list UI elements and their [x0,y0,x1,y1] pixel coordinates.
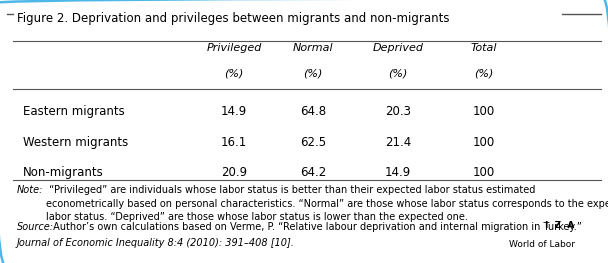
Text: 14.9: 14.9 [385,166,412,179]
Text: 100: 100 [472,135,494,149]
Text: Privileged: Privileged [206,43,262,53]
Text: (%): (%) [389,68,408,78]
Text: (%): (%) [224,68,244,78]
Text: I  Z  A: I Z A [545,221,575,230]
Text: Figure 2. Deprivation and privileges between migrants and non-migrants: Figure 2. Deprivation and privileges bet… [17,12,449,25]
Text: Total: Total [470,43,497,53]
Text: 14.9: 14.9 [221,105,247,118]
Text: 64.2: 64.2 [300,166,326,179]
Text: Deprived: Deprived [373,43,424,53]
Text: World of Labor: World of Labor [508,240,575,249]
Text: (%): (%) [474,68,493,78]
Text: Journal of Economic Inequality 8:4 (2010): 391–408 [10].: Journal of Economic Inequality 8:4 (2010… [17,238,295,248]
Text: 64.8: 64.8 [300,105,326,118]
Text: 62.5: 62.5 [300,135,326,149]
Text: 100: 100 [472,166,494,179]
Text: 20.3: 20.3 [385,105,411,118]
Text: 21.4: 21.4 [385,135,412,149]
Text: Non-migrants: Non-migrants [23,166,104,179]
Text: Normal: Normal [293,43,333,53]
Text: Source:: Source: [17,222,54,232]
Text: 16.1: 16.1 [221,135,247,149]
Text: 20.9: 20.9 [221,166,247,179]
Text: Western migrants: Western migrants [23,135,128,149]
Text: (%): (%) [303,68,323,78]
Text: Eastern migrants: Eastern migrants [23,105,125,118]
Text: Author’s own calculations based on Verme, P. “Relative labour deprivation and in: Author’s own calculations based on Verme… [50,222,582,232]
Text: 100: 100 [472,105,494,118]
Text: Note:: Note: [17,185,43,195]
Text: “Privileged” are individuals whose labor status is better than their expected la: “Privileged” are individuals whose labor… [46,185,608,222]
